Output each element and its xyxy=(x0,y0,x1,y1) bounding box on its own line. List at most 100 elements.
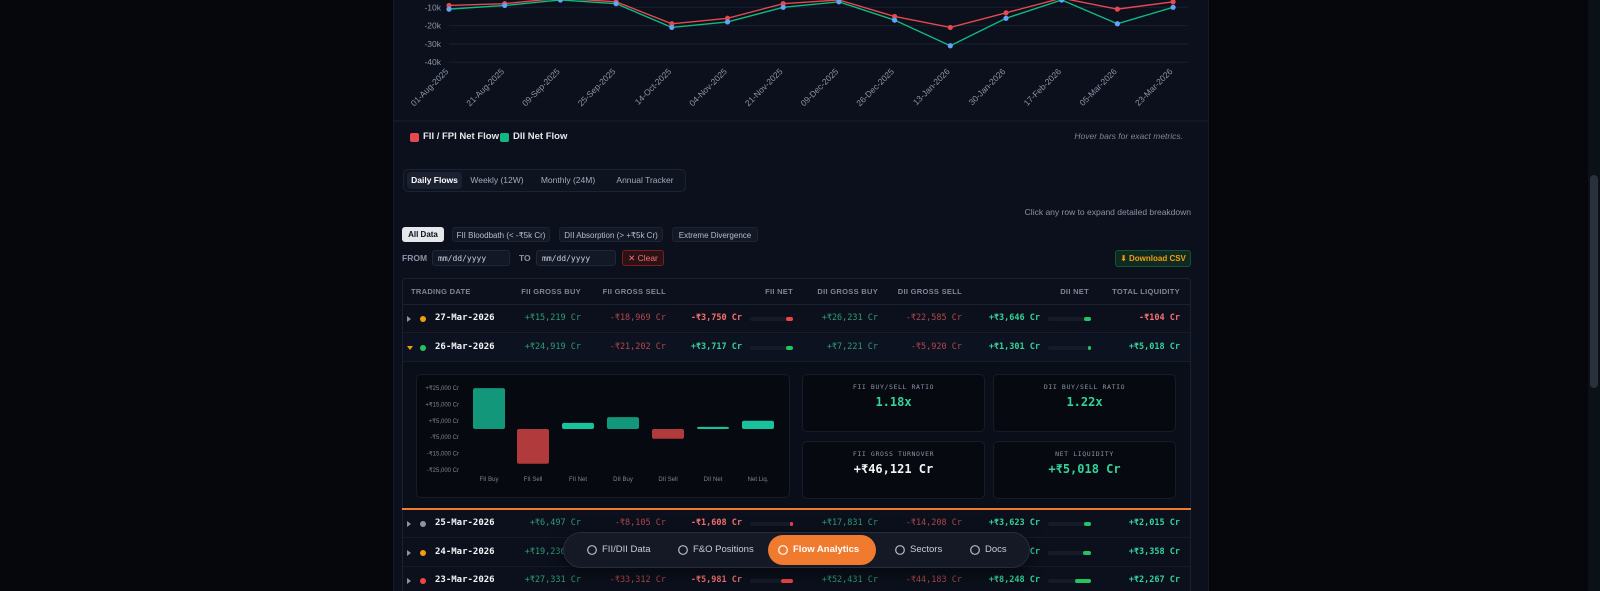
cell-value: +₹3,623 Cr xyxy=(988,518,1040,528)
hint-text: Click any row to expand detailed breakdo… xyxy=(1024,207,1191,217)
icon-shape xyxy=(778,545,788,555)
date-input[interactable]: mm/dd/yyyy xyxy=(536,250,616,266)
trading-date: 27-Mar-2026 xyxy=(435,313,495,323)
cell-value: +₹6,497 Cr xyxy=(529,518,581,528)
cell-value: -₹8,105 Cr xyxy=(614,518,666,528)
date-input[interactable]: mm/dd/yyyy xyxy=(432,250,510,266)
series-point xyxy=(836,0,842,5)
series-point xyxy=(780,1,786,7)
cell-value: +₹5,018 Cr xyxy=(1128,342,1180,352)
status-dot xyxy=(420,316,426,322)
x-tick-label: 14-Oct-2025 xyxy=(633,66,674,107)
x-tick-label: 09-Sep-2025 xyxy=(520,66,562,108)
filter-chip[interactable]: Extreme Divergence xyxy=(672,227,758,242)
x-tick-label: FII Sell xyxy=(524,477,543,483)
nav-item[interactable]: FII/DII Data xyxy=(577,535,655,565)
filter-chip[interactable]: FII Bloodbath (< -₹5k Cr) xyxy=(452,227,550,242)
download-button[interactable]: ⬇ Download CSV xyxy=(1115,250,1191,267)
tab[interactable]: Monthly (24M) xyxy=(540,175,596,185)
series-point xyxy=(502,2,508,9)
expand-caret xyxy=(407,578,411,584)
column-header: DII NET xyxy=(1060,287,1089,296)
y-tick-label: +₹15,000 Cr xyxy=(425,401,459,408)
series-point xyxy=(892,17,898,23)
nav-label: F&O Positions xyxy=(693,544,754,555)
cell-value: -₹14,208 Cr xyxy=(905,518,962,528)
nav-icon xyxy=(778,545,788,555)
cell-value: +₹8,248 Cr xyxy=(988,575,1040,585)
stat-value: 1.18x xyxy=(875,395,912,409)
x-tick-label: FII Buy xyxy=(479,477,498,483)
x-tick-label: 05-Mar-2026 xyxy=(1077,66,1119,108)
cell-value: +₹26,231 Cr xyxy=(821,313,878,323)
series-point xyxy=(1114,21,1120,27)
stat-value: 1.22x xyxy=(1066,395,1103,409)
y-tick-label: -₹25,000 Cr xyxy=(427,467,459,474)
x-tick-label: FII Net xyxy=(569,477,587,483)
series-point xyxy=(947,43,953,49)
filter-chip[interactable]: DII Absorption (> +₹5k Cr) xyxy=(559,227,663,242)
cell-value: +₹19,236 Cr xyxy=(524,547,581,557)
header-divider xyxy=(403,304,1190,305)
net-bar-track xyxy=(750,317,793,321)
tab[interactable]: Daily Flows xyxy=(407,172,462,189)
nav-item[interactable]: Sectors xyxy=(885,535,947,565)
stat-value: +₹5,018 Cr xyxy=(1048,462,1121,476)
stat-label: FII BUY/SELL RATIO xyxy=(852,383,935,391)
cell-value: -₹5,920 Cr xyxy=(910,342,962,352)
y-tick-label: -₹15,000 Cr xyxy=(427,451,459,458)
series-point xyxy=(1114,6,1120,12)
tab[interactable]: Annual Tracker xyxy=(616,175,674,185)
series-point xyxy=(780,4,786,10)
x-tick-label: 04-Nov-2025 xyxy=(687,66,729,108)
net-bar-track xyxy=(750,346,793,350)
expanded-divider xyxy=(402,508,1191,510)
nav-label: FII/DII Data xyxy=(602,544,651,555)
series-point xyxy=(1170,0,1176,5)
net-bar xyxy=(781,579,793,583)
cell-value: -₹33,312 Cr xyxy=(609,575,666,585)
cell-value: -₹18,969 Cr xyxy=(609,313,666,323)
legend-swatch xyxy=(500,133,509,142)
series-line xyxy=(448,0,1174,47)
icon-shape xyxy=(678,545,688,555)
cell-value: -₹22,585 Cr xyxy=(905,313,962,323)
net-bar xyxy=(789,522,793,526)
series-point xyxy=(446,6,452,12)
column-header: DII GROSS SELL xyxy=(897,287,962,296)
nav-item[interactable]: Docs xyxy=(960,535,1022,565)
x-tick-label: DII Buy xyxy=(613,477,633,483)
column-header: FII GROSS SELL xyxy=(602,287,666,296)
breakdown-bar xyxy=(562,422,594,429)
nav-item[interactable]: Flow Analytics xyxy=(768,535,876,565)
nav-item[interactable]: F&O Positions xyxy=(668,535,758,565)
net-bar-track xyxy=(750,579,793,583)
stat-value: +₹46,121 Cr xyxy=(853,462,934,476)
stat-card xyxy=(993,441,1176,499)
x-tick-label: 09-Dec-2025 xyxy=(798,66,840,108)
cell-value: -₹44,183 Cr xyxy=(905,575,962,585)
nav-label: Sectors xyxy=(910,544,943,555)
x-tick-label: DII Sell xyxy=(658,477,677,483)
cell-value: +₹3,646 Cr xyxy=(988,313,1040,323)
expand-caret xyxy=(407,521,411,527)
net-bar xyxy=(1082,551,1091,555)
x-tick-label: 26-Dec-2025 xyxy=(854,66,896,108)
filter-chip[interactable]: All Data xyxy=(402,227,444,242)
clear-button[interactable]: ✕ Clear xyxy=(622,250,664,266)
cell-value: +₹2,267 Cr xyxy=(1128,575,1180,585)
icon-shape xyxy=(587,545,597,555)
series-point xyxy=(1059,0,1065,3)
table-row[interactable] xyxy=(403,305,1190,333)
net-bar-track xyxy=(1048,346,1091,350)
tab[interactable]: Weekly (12W) xyxy=(470,175,524,185)
nav-label: Flow Analytics xyxy=(793,544,860,555)
trading-date: 24-Mar-2026 xyxy=(435,547,495,557)
net-bar-track xyxy=(750,522,793,526)
nav-icon xyxy=(587,545,597,555)
scrollbar-thumb[interactable] xyxy=(1590,175,1598,388)
series-point xyxy=(1003,10,1009,16)
series-point xyxy=(892,13,898,20)
